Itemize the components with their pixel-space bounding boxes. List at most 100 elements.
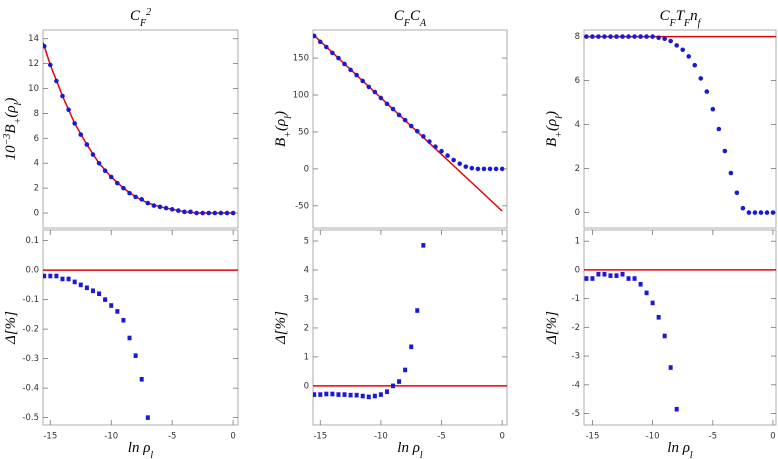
- point: [421, 134, 426, 139]
- label-part: Δ[%]: [273, 311, 289, 345]
- point: [78, 282, 83, 288]
- point: [674, 43, 679, 48]
- point: [108, 174, 114, 180]
- y-tick-label: 0: [304, 164, 309, 174]
- point: [48, 273, 53, 279]
- x-tick-label: 0: [230, 432, 235, 442]
- x-tick-label: -5: [437, 432, 445, 442]
- x-axis-label: ln ρl: [667, 440, 693, 459]
- label-part: C: [410, 8, 421, 24]
- plot-area: [43, 42, 236, 216]
- point: [716, 126, 722, 132]
- point: [230, 210, 236, 216]
- y-tick-label: 3: [304, 294, 309, 304]
- label-part: 10: [3, 145, 19, 161]
- point: [157, 204, 163, 210]
- point: [372, 393, 377, 399]
- y-tick-label: 4: [34, 159, 39, 169]
- plot-area: [584, 34, 776, 215]
- label-part: +: [13, 118, 24, 125]
- label-part: C: [660, 8, 671, 24]
- point: [84, 285, 89, 291]
- label-part: C: [130, 8, 141, 24]
- point: [704, 89, 710, 94]
- label-part: A: [419, 18, 427, 29]
- point: [463, 164, 469, 169]
- point: [384, 101, 390, 107]
- y-tick-label: 100: [293, 91, 309, 101]
- label-part: Δ[%]: [544, 311, 560, 345]
- point: [336, 392, 341, 397]
- point: [638, 281, 643, 287]
- point: [121, 185, 126, 191]
- y-tick-label: 4: [575, 120, 580, 130]
- point: [632, 276, 637, 281]
- y-tick-label: -0.4: [22, 384, 39, 394]
- point: [360, 393, 365, 399]
- y-tick-label: 14: [28, 34, 39, 44]
- x-tick-label: -10: [104, 432, 118, 442]
- y-axis-label: B+(ρl): [273, 111, 294, 147]
- point: [397, 379, 402, 384]
- point: [182, 209, 187, 215]
- point: [662, 333, 667, 339]
- x-tick-label: 0: [499, 432, 504, 442]
- point: [499, 166, 505, 172]
- point: [206, 210, 212, 216]
- label-part: l: [150, 450, 153, 459]
- point: [481, 166, 487, 172]
- label-part: (ρ: [544, 119, 560, 131]
- point: [656, 35, 661, 40]
- y-tick-label: -4: [572, 380, 580, 390]
- point: [102, 168, 108, 174]
- y-tick-label: 2: [304, 323, 309, 333]
- label-part: l: [554, 116, 565, 119]
- point: [90, 152, 96, 157]
- point: [313, 33, 317, 39]
- point: [218, 210, 224, 216]
- point: [127, 335, 132, 341]
- point: [348, 392, 353, 398]
- point: [692, 62, 698, 68]
- y-tick-label: 0.0: [25, 266, 39, 276]
- y-tick-label: 5: [304, 237, 309, 247]
- point: [151, 203, 157, 208]
- label-part: ln ρ: [128, 440, 151, 456]
- point: [752, 210, 758, 215]
- point: [342, 392, 347, 397]
- x-tick-label: -5: [709, 432, 717, 442]
- point: [90, 288, 95, 294]
- point: [596, 271, 601, 277]
- point: [109, 303, 114, 308]
- point: [103, 297, 108, 302]
- point: [318, 392, 323, 397]
- point: [139, 197, 145, 202]
- point: [614, 34, 619, 39]
- label-part: +: [554, 131, 565, 138]
- point: [224, 210, 230, 216]
- point: [54, 273, 59, 279]
- y-tick-label: -0.5: [22, 413, 39, 423]
- y-tick-label: 8: [575, 32, 580, 42]
- point: [626, 34, 631, 39]
- point: [439, 148, 444, 154]
- point: [342, 61, 347, 67]
- point: [662, 36, 667, 42]
- plot-frame: [42, 229, 239, 426]
- y-tick-label: 8: [34, 109, 39, 119]
- y-tick-label: -0.2: [22, 325, 39, 335]
- label-part: (ρ: [273, 119, 289, 131]
- point: [457, 161, 463, 167]
- point: [378, 392, 383, 397]
- point: [378, 95, 384, 101]
- point: [366, 394, 371, 400]
- label-part: −3: [2, 134, 13, 146]
- point: [608, 34, 613, 39]
- y-tick-label: 12: [28, 59, 39, 69]
- x-tick-label: 0: [770, 432, 775, 442]
- point: [360, 78, 366, 84]
- point: [408, 123, 414, 129]
